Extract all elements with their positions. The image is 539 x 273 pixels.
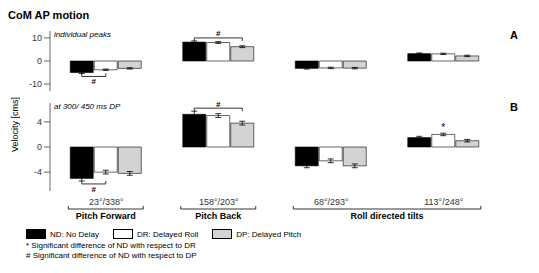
svg-text:#: # xyxy=(216,29,221,38)
svg-text:0: 0 xyxy=(37,56,42,66)
svg-text:0: 0 xyxy=(37,142,42,152)
svg-text:68°/293°: 68°/293° xyxy=(314,197,349,207)
svg-text:#: # xyxy=(216,100,221,109)
svg-text:-10: -10 xyxy=(29,79,42,89)
svg-text:Roll directed tilts: Roll directed tilts xyxy=(350,211,423,221)
svg-text:*: * xyxy=(441,122,445,133)
html-text:* Significant difference of ND: * Significant difference of ND with resp… xyxy=(26,241,196,250)
svg-text:4: 4 xyxy=(37,117,42,127)
svg-text:113°/248°: 113°/248° xyxy=(424,197,463,207)
svg-text:Pitch Forward: Pitch Forward xyxy=(76,211,136,221)
html-text:DR: Delayed Roll: DR: Delayed Roll xyxy=(136,229,199,239)
html-text:B: B xyxy=(510,101,518,113)
svg-text:#: # xyxy=(92,185,97,194)
svg-text:-4: -4 xyxy=(34,167,42,177)
html-text:at 300/ 450 ms DP: at 300/ 450 ms DP xyxy=(54,102,121,111)
html-text:A: A xyxy=(510,29,518,41)
svg-text:Pitch Back: Pitch Back xyxy=(195,211,242,221)
html-text:individual peaks: individual peaks xyxy=(54,30,111,39)
html-text:ND: No Delay: ND: No Delay xyxy=(50,229,99,239)
svg-text:158°/203°: 158°/203° xyxy=(199,197,239,207)
svg-text:#: # xyxy=(92,77,97,86)
svg-text:23°/338°: 23°/338° xyxy=(89,197,124,207)
html-text:DP: Delayed Pitch: DP: Delayed Pitch xyxy=(236,229,302,239)
svg-text:10: 10 xyxy=(32,33,42,43)
html-text:# Significant difference of ND: # Significant difference of ND with resp… xyxy=(26,251,197,260)
html-text:Velocity [cms]: Velocity [cms] xyxy=(10,97,20,153)
html-text:CoM AP motion: CoM AP motion xyxy=(8,9,90,21)
